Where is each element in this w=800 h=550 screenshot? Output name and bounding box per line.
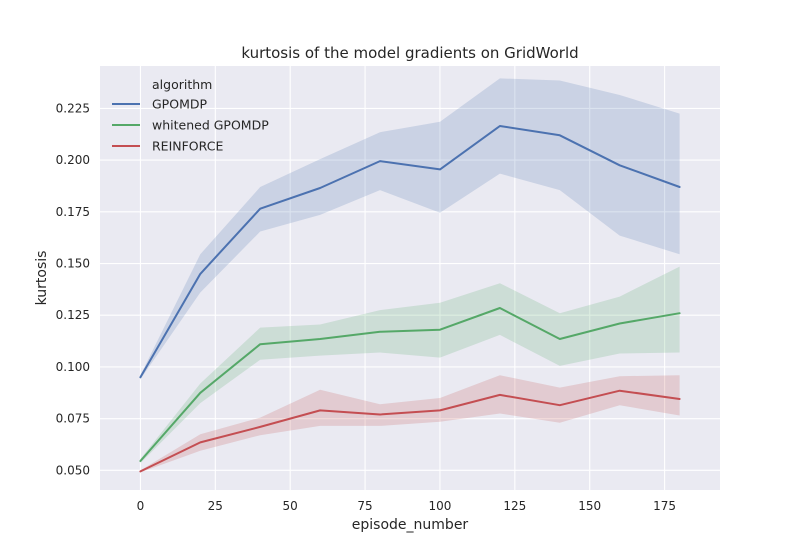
legend-entry: whitened GPOMDP — [152, 118, 269, 133]
x-axis-label: episode_number — [352, 517, 469, 533]
x-tick-label: 125 — [503, 499, 526, 513]
chart-title: kurtosis of the model gradients on GridW… — [241, 44, 578, 62]
grid-lines — [100, 66, 720, 490]
x-tick-label: 75 — [357, 499, 372, 513]
legend-entry: REINFORCE — [152, 139, 223, 154]
y-axis-label: kurtosis — [34, 251, 50, 306]
x-tick-label: 150 — [578, 499, 601, 513]
series-line — [139, 307, 681, 462]
series-line — [139, 125, 681, 379]
y-tick-labels: 0.050 0.075 0.100 0.125 0.150 0.175 0.200 0.225 — [56, 101, 90, 477]
y-tick-label: 0.075 — [56, 412, 90, 426]
x-tick-label: 50 — [283, 499, 298, 513]
x-tick-label: 25 — [208, 499, 223, 513]
confidence-band — [140, 78, 680, 380]
y-tick-label: 0.175 — [56, 205, 90, 219]
legend-entry: GPOMDP — [152, 97, 207, 112]
plot-area — [100, 66, 720, 490]
confidence-band — [140, 266, 680, 464]
y-tick-label: 0.125 — [56, 308, 90, 322]
y-tick-label: 0.150 — [56, 257, 90, 271]
y-tick-label: 0.050 — [56, 463, 90, 477]
confidence-bands — [140, 78, 680, 473]
y-tick-label: 0.100 — [56, 360, 90, 374]
confidence-band — [140, 375, 680, 473]
series-lines — [139, 125, 681, 473]
legend: algorithm GPOMDP whitened GPOMDP REINFORCE — [112, 77, 269, 154]
x-tick-label: 175 — [653, 499, 676, 513]
x-tick-labels: 0 25 50 75 100 125 150 175 — [137, 499, 676, 513]
series-line — [139, 389, 681, 473]
x-tick-label: 100 — [428, 499, 451, 513]
y-tick-label: 0.225 — [56, 101, 90, 115]
legend-title: algorithm — [152, 77, 212, 92]
x-tick-label: 0 — [137, 499, 145, 513]
y-tick-label: 0.200 — [56, 153, 90, 167]
